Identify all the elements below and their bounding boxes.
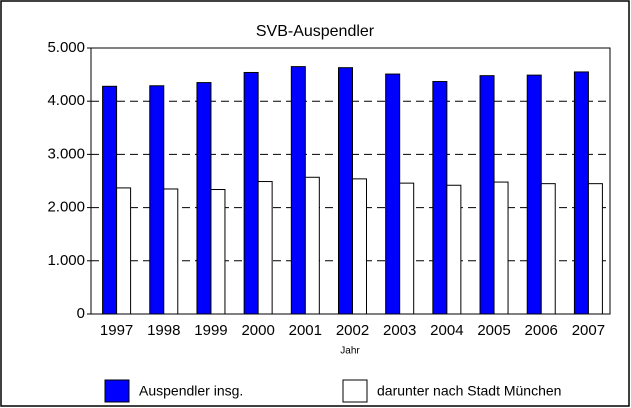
x-tick-label: 2004	[430, 322, 463, 339]
x-tick-label: 2001	[289, 322, 322, 339]
x-tick-label: 1999	[194, 322, 227, 339]
bar	[196, 82, 212, 315]
x-tick-label: 2000	[241, 322, 274, 339]
legend-label: Auspendler insg.	[139, 383, 243, 399]
y-tick-label: 0	[77, 305, 85, 322]
y-tick-label: 1.000	[47, 252, 85, 269]
legend-swatch	[342, 379, 368, 403]
bar	[102, 85, 118, 315]
x-tick-label: 2003	[383, 322, 416, 339]
bar	[290, 66, 306, 315]
bar	[385, 73, 401, 315]
y-tick-label: 3.000	[47, 145, 85, 162]
bar	[149, 85, 165, 315]
x-tick-label: 1998	[147, 322, 180, 339]
bar	[116, 187, 132, 315]
bar	[163, 188, 179, 315]
y-tick-label: 2.000	[47, 199, 85, 216]
bar	[210, 189, 226, 315]
bar	[526, 74, 542, 315]
x-tick-label: 2002	[336, 322, 369, 339]
bar	[257, 181, 273, 315]
bar	[399, 182, 415, 315]
legend-label: darunter nach Stadt München	[377, 383, 561, 399]
chart-title: SVB-Auspendler	[256, 23, 375, 40]
bar	[446, 184, 462, 315]
bar	[338, 67, 353, 315]
bar	[540, 183, 556, 315]
bar	[352, 178, 367, 315]
bar	[573, 71, 589, 315]
x-tick-label: 2006	[525, 322, 558, 339]
y-tick-label: 4.000	[47, 92, 85, 109]
bar	[243, 71, 259, 315]
bar	[587, 183, 603, 315]
x-axis-label: Jahr	[340, 346, 360, 357]
x-tick-label: 2007	[572, 322, 605, 339]
bar	[479, 75, 495, 315]
bar	[432, 81, 448, 315]
x-tick-label: 1997	[100, 322, 133, 339]
y-tick-label: 5.000	[47, 39, 85, 56]
legend-swatch	[104, 379, 130, 403]
bar	[493, 181, 509, 315]
x-tick-label: 2005	[477, 322, 510, 339]
bar	[304, 176, 320, 315]
